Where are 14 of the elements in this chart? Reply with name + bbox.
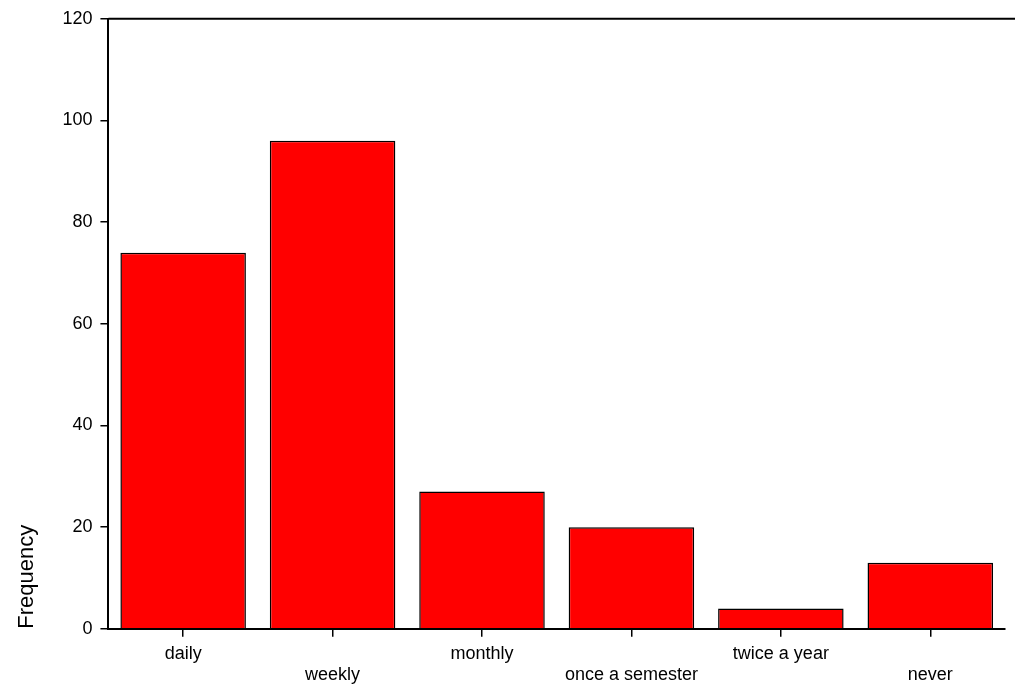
y-tick-label: 100 bbox=[62, 109, 93, 130]
x-tick-label: twice a year bbox=[732, 642, 829, 663]
x-tick-label: weekly bbox=[304, 664, 361, 685]
y-tick-label: 60 bbox=[72, 312, 93, 333]
x-tick-label: monthly bbox=[450, 642, 514, 663]
x-tick-label: once a semester bbox=[564, 664, 698, 685]
y-axis-title: Frequency bbox=[13, 524, 39, 629]
y-tick-label: 40 bbox=[72, 414, 93, 435]
y-tick-label: 20 bbox=[72, 516, 93, 537]
x-tick-label: never bbox=[907, 664, 953, 685]
y-tick-label: 80 bbox=[72, 211, 93, 232]
y-tick-label: 120 bbox=[62, 7, 93, 28]
y-tick-label: 0 bbox=[82, 617, 93, 638]
x-tick-label: daily bbox=[164, 642, 202, 663]
